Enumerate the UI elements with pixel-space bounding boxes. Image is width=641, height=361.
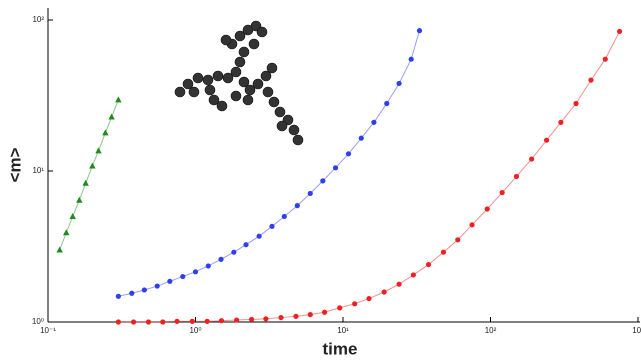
series-line [59,99,119,251]
point [384,100,390,107]
point [204,318,210,324]
point [160,319,166,325]
point [602,56,608,62]
point [63,229,70,236]
point [573,100,579,107]
point [307,311,313,318]
point [129,290,135,296]
point [180,273,186,280]
point [381,289,387,295]
point [345,151,352,157]
point [469,222,475,228]
point [243,242,249,248]
point [371,119,377,125]
x-tick-label: 10⁻¹ [40,326,56,335]
point [278,314,284,321]
point [56,246,63,253]
point [115,293,121,299]
point [558,119,564,125]
point [263,316,269,322]
point [320,178,326,184]
point [408,56,414,62]
point [416,28,423,34]
point [248,316,255,323]
point [484,206,490,212]
point [358,135,364,141]
point [130,319,137,325]
point [410,272,416,278]
point [82,179,89,186]
point [69,212,76,219]
point [543,137,550,143]
point [281,213,287,220]
point [218,318,225,324]
point [231,249,237,255]
point [588,77,594,83]
point [455,237,461,243]
point [154,283,160,289]
point [234,317,240,323]
y-tick-label: 10⁰ [32,317,44,326]
series-line [118,31,621,323]
point [89,162,96,169]
point [76,196,83,203]
cluster-illustration [174,20,304,146]
point [95,147,102,154]
point [205,263,211,269]
point [307,190,313,197]
point [115,96,122,103]
point [396,80,402,87]
point [174,318,180,324]
point [352,301,358,307]
point [189,318,195,324]
point [366,295,372,302]
x-axis-title: time [323,339,358,358]
y-tick-label: 10² [32,15,44,24]
x-tick-label: 10³ [632,326,641,335]
point [145,319,152,325]
point [269,223,275,229]
point [141,287,147,293]
x-tick-label: 10² [485,326,497,335]
point [616,28,623,35]
point [102,129,109,136]
point [108,113,115,120]
point [332,165,339,171]
point [440,249,447,255]
point [293,313,299,319]
point [256,233,262,239]
point [425,261,432,268]
point [396,281,402,287]
point [218,256,224,262]
y-axis-title: <m> [5,147,24,182]
point [513,173,520,180]
x-tick-label: 10⁰ [189,326,201,335]
y-tick-label: 10¹ [32,166,44,175]
point [337,305,343,311]
point [321,309,328,315]
point [294,203,300,209]
point [529,156,535,162]
point [192,269,199,275]
point [499,189,505,196]
point [115,319,121,325]
point [167,278,173,284]
x-tick-label: 10¹ [337,326,349,335]
